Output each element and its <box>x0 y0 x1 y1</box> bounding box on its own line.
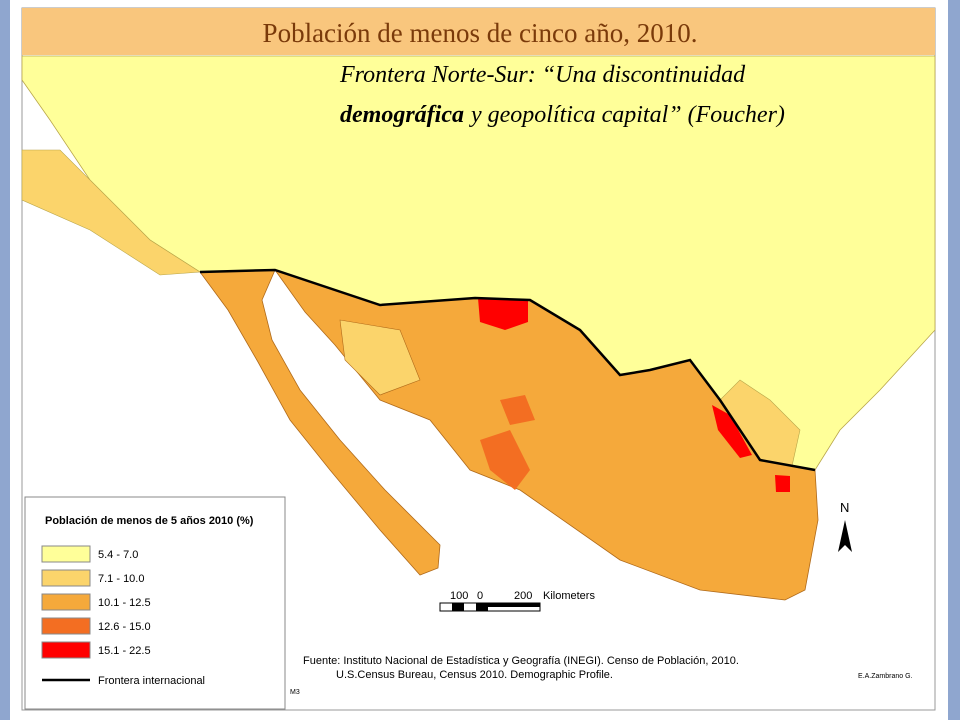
legend-title: Población de menos de 5 años 2010 (%) <box>45 515 254 527</box>
legend-swatch <box>41 641 91 659</box>
scale-label: 200 <box>514 590 532 602</box>
scale-seg <box>476 603 488 611</box>
mexico-region-dark <box>500 395 535 425</box>
scale-label: Kilometers <box>543 590 595 602</box>
legend-label: 10.1 - 12.5 <box>98 597 151 609</box>
title-bar <box>22 8 935 55</box>
legend-swatch <box>41 545 91 563</box>
legend-swatch <box>41 569 91 587</box>
scale-bar: 100 0 200 Kilometers <box>439 590 595 612</box>
legend-swatch <box>41 617 91 635</box>
legend-label: 5.4 - 7.0 <box>98 549 138 561</box>
source: U.S.Census Bureau, Census 2010. Demograp… <box>336 669 613 681</box>
legend-swatch <box>41 593 91 611</box>
mexico-region-red <box>775 475 790 492</box>
subtitle-bold: demográfica <box>340 102 464 128</box>
legend-label: 15.1 - 22.5 <box>98 645 151 657</box>
international-border <box>199 268 816 472</box>
legend-label: 12.6 - 15.0 <box>98 621 151 633</box>
scale-seg <box>452 603 464 611</box>
mexico-region-light <box>339 319 421 396</box>
subtitle: demográfica y geopolítica capital” (Fouch… <box>340 102 785 128</box>
title: Población de menos de cinco año, 2010. <box>263 18 698 48</box>
legend-label: 7.1 - 10.0 <box>98 573 144 585</box>
us-region-shade <box>21 149 201 276</box>
baja-region <box>199 269 441 576</box>
north-arrow <box>838 520 852 552</box>
subtitle: Frontera Norte-Sur: “Una discontinuidad <box>339 62 746 88</box>
side-band <box>948 0 960 720</box>
code: M3 <box>290 689 300 696</box>
subtitle-rest: y geopolítica capital” (Foucher) <box>469 102 785 128</box>
credit: E.A.Zambrano G. <box>858 673 913 680</box>
scale-label: 100 <box>450 590 468 602</box>
source: Fuente: Instituto Nacional de Estadístic… <box>303 655 739 667</box>
mexico-region-red <box>478 298 528 330</box>
mexico-region-red <box>712 405 752 458</box>
north-label: N <box>840 500 849 515</box>
legend: Población de menos de 5 años 2010 (%) Fr… <box>24 496 286 710</box>
scale-seg <box>488 603 540 607</box>
mexico-region-dark <box>480 430 530 490</box>
legend-border-label: Frontera internacional <box>98 675 205 687</box>
scale-label: 0 <box>477 590 483 602</box>
side-band <box>0 0 10 720</box>
